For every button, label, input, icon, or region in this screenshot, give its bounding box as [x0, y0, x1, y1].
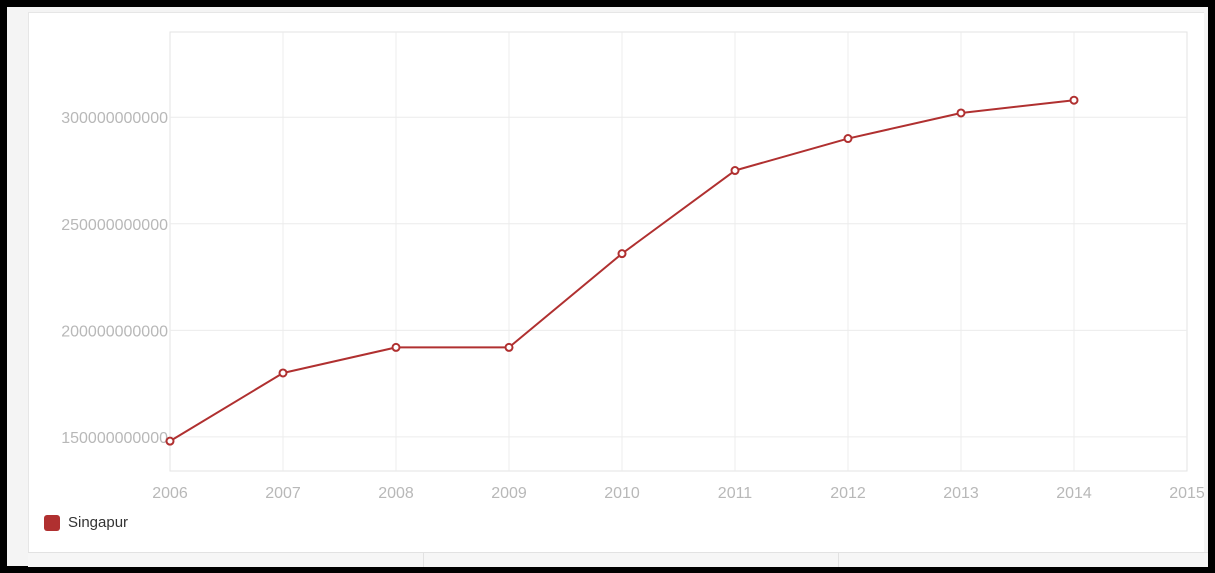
y-tick-label: 150000000000	[61, 430, 168, 447]
data-point[interactable]	[730, 166, 740, 176]
chart-panel	[28, 12, 1204, 553]
bottom-strip	[28, 552, 1208, 567]
y-tick-label: 200000000000	[61, 323, 168, 340]
plot-area	[169, 31, 1188, 472]
legend-swatch	[44, 514, 60, 531]
data-point[interactable]	[843, 134, 853, 144]
data-point[interactable]	[278, 368, 288, 378]
data-point[interactable]	[1069, 95, 1079, 105]
data-point[interactable]	[391, 342, 401, 352]
x-tick-label: 2008	[378, 485, 414, 502]
x-tick-label: 2012	[830, 485, 866, 502]
x-tick-label: 2013	[943, 485, 979, 502]
x-axis-ticks: 2006 2007 2008 2009 2010 2011 2012 2013 2014 2015	[152, 485, 1205, 502]
data-point[interactable]	[956, 108, 966, 118]
y-tick-label: 300000000000	[61, 110, 168, 127]
strip-divider	[423, 553, 424, 567]
x-tick-label: 2009	[491, 485, 527, 502]
y-axis-ticks: 150000000000 200000000000 250000000000 3000…	[61, 110, 168, 447]
y-tick-label: 250000000000	[61, 217, 168, 234]
x-tick-label: 2014	[1056, 485, 1092, 502]
data-point[interactable]	[617, 249, 627, 259]
strip-divider	[838, 553, 839, 567]
x-tick-label: 2011	[718, 485, 753, 502]
x-tick-label: 2006	[152, 485, 188, 502]
series-group	[165, 95, 1079, 446]
x-tick-label: 2007	[265, 485, 301, 502]
x-tick-label: 2010	[604, 485, 640, 502]
grid	[169, 31, 1188, 472]
legend[interactable]: Singapur	[44, 514, 128, 531]
data-point[interactable]	[165, 436, 175, 446]
x-tick-label: 2015	[1169, 485, 1205, 502]
data-point[interactable]	[504, 342, 514, 352]
legend-label: Singapur	[68, 514, 129, 531]
